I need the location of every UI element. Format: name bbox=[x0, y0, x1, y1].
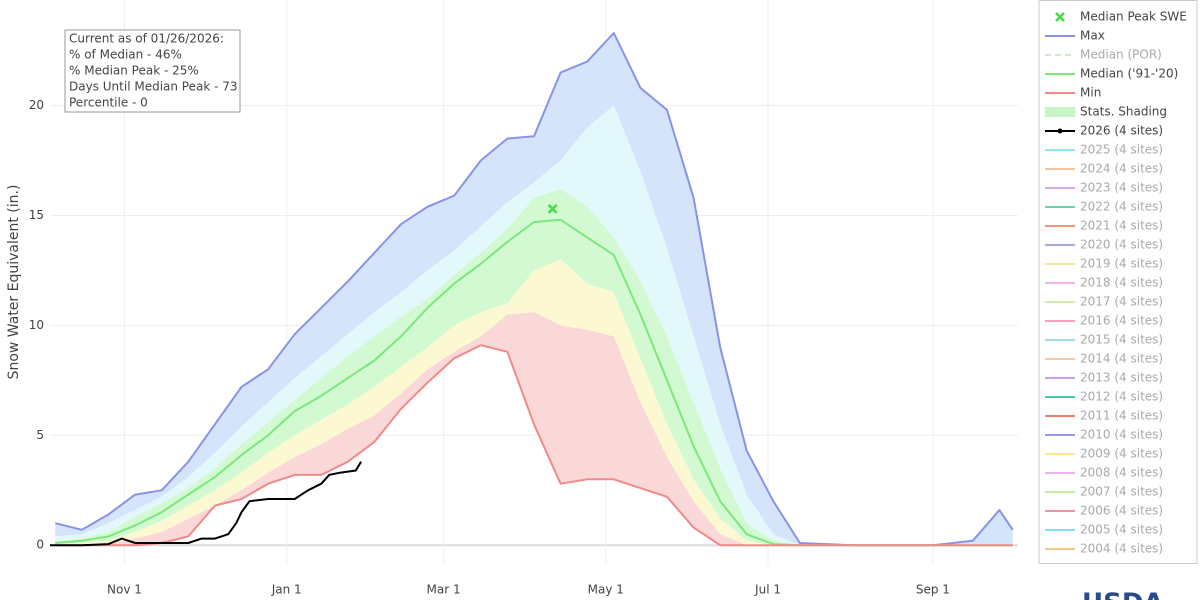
legend-label: 2009 (4 sites) bbox=[1080, 447, 1163, 461]
annotation-line: Days Until Median Peak - 73 bbox=[69, 80, 238, 94]
legend-label: 2008 (4 sites) bbox=[1080, 466, 1163, 480]
legend-label: 2017 (4 sites) bbox=[1080, 295, 1163, 309]
legend-label: 2019 (4 sites) bbox=[1080, 257, 1163, 271]
legend-label: Median Peak SWE bbox=[1080, 10, 1187, 24]
annotation-line: % of Median - 46% bbox=[69, 48, 182, 62]
y-axis-title: Snow Water Equivalent (in.) bbox=[6, 185, 22, 380]
legend-symbol bbox=[1055, 12, 1065, 22]
legend-label: Median (POR) bbox=[1080, 48, 1162, 62]
axes: 0 5 10 15 20 Nov 1 Jan 1 Mar 1 May 1 Jul 1 Sep 1 bbox=[29, 98, 950, 596]
logo: USDA bbox=[1082, 589, 1164, 600]
peak-marker bbox=[547, 203, 558, 214]
x-tick-label: Jul 1 bbox=[754, 583, 781, 597]
annotation: Current as of 01/26/2026: % of Median - 4… bbox=[69, 32, 238, 110]
legend-symbol bbox=[1045, 107, 1075, 117]
shading-band bbox=[55, 189, 1013, 546]
legend-label: 2021 (4 sites) bbox=[1080, 219, 1163, 233]
legend-label: 2005 (4 sites) bbox=[1080, 523, 1163, 537]
legend-label: 2016 (4 sites) bbox=[1080, 314, 1163, 328]
legend-label: 2024 (4 sites) bbox=[1080, 162, 1163, 176]
legend-label: 2015 (4 sites) bbox=[1080, 333, 1163, 347]
annotation-line: % Median Peak - 25% bbox=[69, 64, 199, 78]
legend-label: 2014 (4 sites) bbox=[1080, 352, 1163, 366]
y-tick-label: 15 bbox=[29, 208, 44, 222]
legend-label: 2007 (4 sites) bbox=[1080, 485, 1163, 499]
y-tick-label: 10 bbox=[29, 318, 44, 332]
series-line bbox=[55, 344, 1013, 547]
x-tick-label: Mar 1 bbox=[427, 583, 461, 597]
legend-label: 2022 (4 sites) bbox=[1080, 200, 1163, 214]
legend-label: 2026 (4 sites) bbox=[1080, 124, 1163, 138]
legend-label: Stats. Shading bbox=[1080, 105, 1167, 119]
x-tick-label: Sep 1 bbox=[916, 583, 950, 597]
shading-band bbox=[55, 312, 1013, 546]
legend-label: 2012 (4 sites) bbox=[1080, 390, 1163, 404]
shading-band bbox=[55, 105, 1013, 546]
y-tick-label: 5 bbox=[36, 428, 44, 442]
legend-label: 2010 (4 sites) bbox=[1080, 428, 1163, 442]
y-tick-label: 20 bbox=[29, 98, 44, 112]
legend-label: 2006 (4 sites) bbox=[1080, 504, 1163, 518]
series-line bbox=[55, 32, 1014, 547]
y-tick-label: 0 bbox=[36, 538, 44, 552]
legend-label: 2023 (4 sites) bbox=[1080, 181, 1163, 195]
plot-area bbox=[50, 32, 1014, 547]
x-tick-label: May 1 bbox=[588, 583, 624, 597]
x-tick-label: Nov 1 bbox=[107, 583, 142, 597]
legend: Median Peak SWE Max Median (POR) Median ('9… bbox=[1045, 10, 1187, 556]
legend-label: 2025 (4 sites) bbox=[1080, 143, 1163, 157]
annotation-box bbox=[64, 29, 241, 113]
legend-label: 2004 (4 sites) bbox=[1080, 542, 1163, 556]
legend-label: 2018 (4 sites) bbox=[1080, 276, 1163, 290]
legend-label: Min bbox=[1080, 86, 1101, 100]
legend-label: 2011 (4 sites) bbox=[1080, 409, 1163, 423]
annotation-line: Percentile - 0 bbox=[69, 96, 148, 110]
legend-label: 2013 (4 sites) bbox=[1080, 371, 1163, 385]
x-tick-label: Jan 1 bbox=[271, 583, 302, 597]
legend-label: Median ('91-'20) bbox=[1080, 67, 1178, 81]
legend-symbol bbox=[1057, 128, 1063, 134]
shading-band bbox=[55, 33, 1013, 546]
legend-label: 2020 (4 sites) bbox=[1080, 238, 1163, 252]
annotation-line: Current as of 01/26/2026: bbox=[69, 32, 224, 46]
legend-label: Max bbox=[1080, 29, 1105, 43]
series-line bbox=[50, 461, 362, 547]
